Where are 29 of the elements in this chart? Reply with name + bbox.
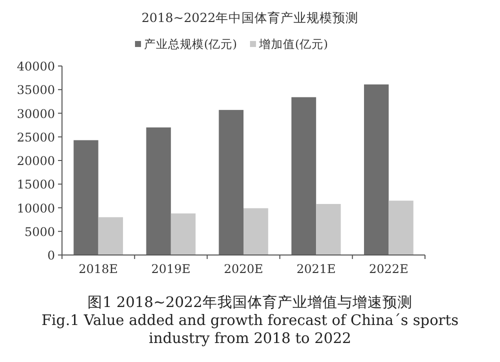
bar [244, 208, 268, 255]
y-tick-label: 40000 [16, 60, 55, 74]
title: 2018~2022年中国体育产业规模预测 [141, 10, 359, 25]
y-tick-label: 20000 [16, 154, 55, 168]
x-tick-label: 2022E [369, 262, 408, 276]
y-tick-label: 10000 [16, 201, 55, 216]
bar [74, 140, 98, 255]
x-tick-label: 2018E [78, 262, 118, 276]
bar [98, 217, 123, 255]
bar [170, 213, 196, 255]
y-tick-label: 5000 [24, 224, 55, 239]
bar [316, 204, 341, 255]
x-tick-label: 2019E [151, 262, 191, 276]
y-tick-label: 25000 [16, 130, 55, 144]
bar [218, 110, 244, 255]
legend-label: 产业总规模(亿元) [144, 37, 237, 51]
bar [291, 97, 316, 255]
y-tick-label: 30000 [16, 106, 55, 121]
x-tick-label: 2020E [224, 262, 264, 276]
legend-label: 增加值(亿元) [258, 37, 328, 51]
annotation: Fig.1 Value added and growth forecast of China´s sports industry from 2018 to 2022 [41, 313, 459, 347]
bar [364, 84, 389, 255]
caption: 图1 2018~2022年我国体育产业增值与增速预测 [88, 294, 412, 311]
y-tick-label: 0 [47, 248, 55, 262]
x-tick-label: 2021E [296, 262, 336, 276]
y-tick-label: 35000 [16, 83, 55, 98]
bar [388, 200, 414, 255]
bar [146, 127, 171, 255]
y-tick-label: 15000 [16, 178, 55, 192]
